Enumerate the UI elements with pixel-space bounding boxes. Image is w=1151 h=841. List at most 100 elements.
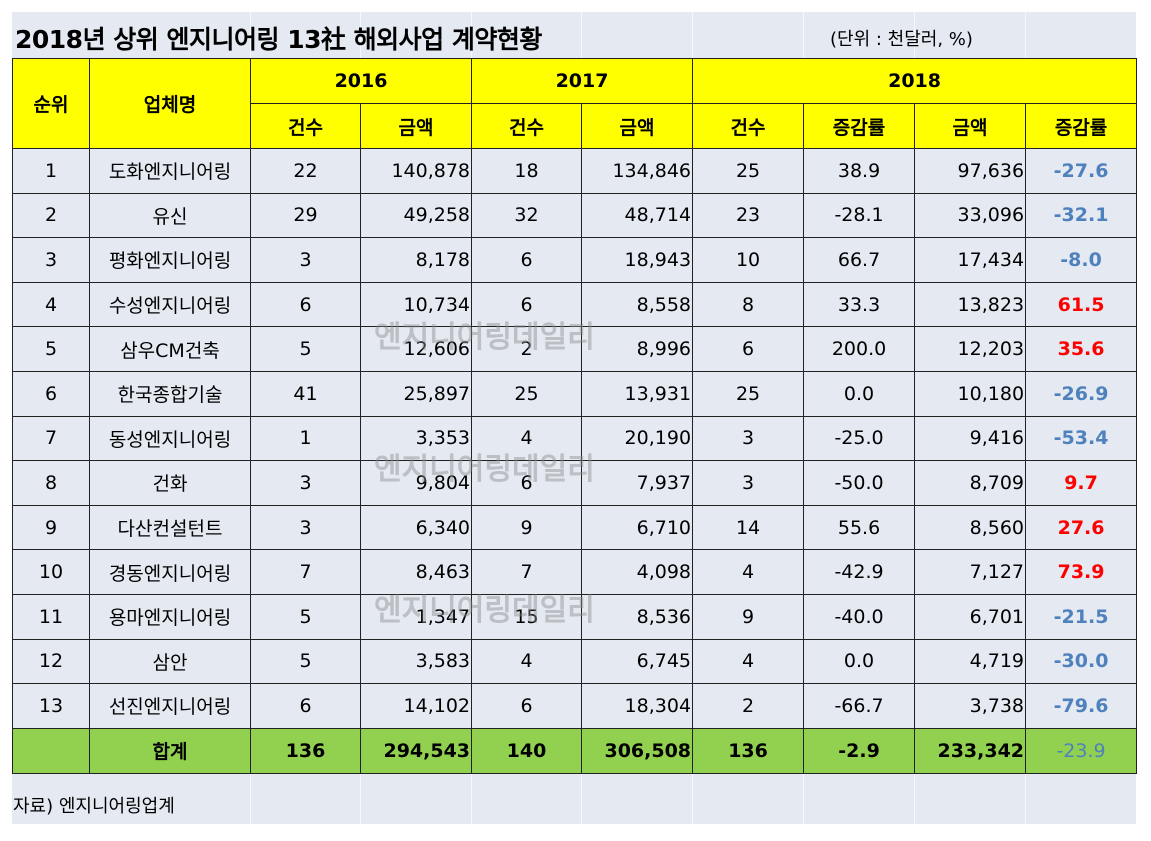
cell-amount-2018: 3,738 — [914, 683, 1027, 729]
cell-rank: 2 — [12, 192, 90, 239]
cell-rank: 9 — [12, 504, 90, 551]
cell-amount-2018: 6,701 — [914, 593, 1027, 640]
table-row: 5 삼우CM건축 5 12,606 2 8,996 6 200.0 12,203 35.6 — [12, 326, 1138, 372]
cell-amount-2018: 7,127 — [914, 549, 1027, 595]
cell-amount-change-2018: 27.6 — [1025, 504, 1138, 551]
cell-company: 건화 — [89, 460, 251, 506]
cell-amount-2017: 8,996 — [581, 326, 694, 372]
cell-total-amount-2016: 294,543 — [359, 727, 473, 774]
header-year-2016: 2016 — [249, 58, 473, 104]
cell-count-2017: 6 — [471, 237, 583, 283]
table-body: 1 도화엔지니어링 22 140,878 18 134,846 25 38.9 97,636 -2… — [12, 148, 1138, 774]
header-count-2018: 건수 — [692, 103, 805, 149]
cell-company: 유신 — [89, 192, 251, 239]
source-note: 자료) 엔지니어링업계 — [13, 796, 175, 817]
cell-count-2016: 6 — [250, 281, 361, 328]
page-title: 2018년 상위 엔지니어링 13社 해외사업 계약현황 — [15, 25, 542, 54]
cell-amount-2017: 8,536 — [581, 593, 694, 640]
cell-amount-change-2018: 73.9 — [1025, 549, 1138, 595]
cell-amount-2016: 49,258 — [359, 192, 473, 239]
cell-amount-change-2018: -79.6 — [1025, 683, 1138, 729]
cell-count-2018: 3 — [692, 415, 805, 462]
cell-rank: 8 — [12, 460, 90, 506]
cell-count-change-2018: -25.0 — [803, 415, 916, 462]
cell-count-2017: 32 — [471, 192, 583, 239]
cell-amount-2016: 8,463 — [359, 549, 473, 595]
cell-company: 삼우CM건축 — [89, 326, 251, 372]
table-row: 7 동성엔지니어링 1 3,353 4 20,190 3 -25.0 9,416 -53.4 — [12, 415, 1138, 462]
cell-amount-2016: 12,606 — [359, 326, 473, 372]
cell-count-2017: 25 — [471, 370, 583, 417]
cell-count-2018: 4 — [692, 549, 805, 595]
cell-amount-2016: 9,804 — [359, 460, 473, 506]
cell-company: 수성엔지니어링 — [89, 281, 251, 328]
header-count-change-2018: 증감률 — [803, 103, 916, 149]
cell-amount-2017: 6,710 — [581, 504, 694, 551]
cell-count-2017: 6 — [471, 281, 583, 328]
table-row: 6 한국종합기술 41 25,897 25 13,931 25 0.0 10,180 -26.9 — [12, 370, 1138, 417]
cell-count-2018: 8 — [692, 281, 805, 328]
cell-count-2016: 1 — [250, 415, 361, 462]
cell-count-change-2018: -40.0 — [803, 593, 916, 640]
cell-total-amount-2018: 233,342 — [914, 727, 1027, 774]
cell-count-change-2018: 200.0 — [803, 326, 916, 372]
cell-count-2018: 6 — [692, 326, 805, 372]
cell-count-change-2018: -42.9 — [803, 549, 916, 595]
cell-amount-2018: 4,719 — [914, 638, 1027, 685]
cell-count-2018: 25 — [692, 148, 805, 194]
cell-total-count-2018: 136 — [692, 727, 805, 774]
cell-rank: 5 — [12, 326, 90, 372]
cell-rank: 13 — [12, 683, 90, 729]
cell-count-2017: 2 — [471, 326, 583, 372]
table-row: 10 경동엔지니어링 7 8,463 7 4,098 4 -42.9 7,127 73.9 — [12, 549, 1138, 595]
cell-count-2017: 4 — [471, 415, 583, 462]
cell-rank: 1 — [12, 148, 90, 194]
cell-amount-2017: 48,714 — [581, 192, 694, 239]
cell-amount-2017: 4,098 — [581, 549, 694, 595]
cell-count-2017: 6 — [471, 460, 583, 506]
cell-rank: 7 — [12, 415, 90, 462]
cell-company: 용마엔지니어링 — [89, 593, 251, 640]
cell-amount-2016: 140,878 — [359, 148, 473, 194]
cell-total-amount-change-2018: -23.9 — [1025, 727, 1138, 774]
cell-rank: 4 — [12, 281, 90, 328]
cell-company: 한국종합기술 — [89, 370, 251, 417]
header-year-2017: 2017 — [471, 58, 694, 104]
cell-amount-2018: 13,823 — [914, 281, 1027, 328]
cell-amount-change-2018: 61.5 — [1025, 281, 1138, 328]
cell-rank: 11 — [12, 593, 90, 640]
cell-company: 삼안 — [89, 638, 251, 685]
cell-count-2018: 25 — [692, 370, 805, 417]
cell-amount-change-2018: 9.7 — [1025, 460, 1138, 506]
table-row: 11 용마엔지니어링 5 1,347 15 8,536 9 -40.0 6,701 -21.5 — [12, 593, 1138, 640]
cell-count-2016: 22 — [250, 148, 361, 194]
cell-count-2017: 18 — [471, 148, 583, 194]
cell-count-2018: 23 — [692, 192, 805, 239]
cell-amount-2017: 18,304 — [581, 683, 694, 729]
cell-amount-2016: 3,583 — [359, 638, 473, 685]
cell-company: 경동엔지니어링 — [89, 549, 251, 595]
header-company: 업체명 — [89, 58, 251, 149]
cell-company: 다산컨설턴트 — [89, 504, 251, 551]
cell-count-2017: 9 — [471, 504, 583, 551]
table-row: 2 유신 29 49,258 32 48,714 23 -28.1 33,096 -32.1 — [12, 192, 1138, 239]
cell-count-2016: 3 — [250, 504, 361, 551]
cell-count-2018: 4 — [692, 638, 805, 685]
cell-amount-2016: 6,340 — [359, 504, 473, 551]
cell-amount-2017: 134,846 — [581, 148, 694, 194]
table-row: 9 다산컨설턴트 3 6,340 9 6,710 14 55.6 8,560 27.6 — [12, 504, 1138, 551]
cell-count-2018: 3 — [692, 460, 805, 506]
cell-count-2018: 2 — [692, 683, 805, 729]
cell-rank: 12 — [12, 638, 90, 685]
cell-amount-change-2018: -27.6 — [1025, 148, 1138, 194]
cell-count-change-2018: -28.1 — [803, 192, 916, 239]
cell-count-change-2018: -50.0 — [803, 460, 916, 506]
cell-amount-2016: 10,734 — [359, 281, 473, 328]
cell-company: 도화엔지니어링 — [89, 148, 251, 194]
cell-count-2017: 4 — [471, 638, 583, 685]
cell-company: 동성엔지니어링 — [89, 415, 251, 462]
cell-amount-2018: 8,709 — [914, 460, 1027, 506]
table-row: 13 선진엔지니어링 6 14,102 6 18,304 2 -66.7 3,738 -79.6 — [12, 683, 1138, 729]
cell-amount-change-2018: -30.0 — [1025, 638, 1138, 685]
cell-total-count-2016: 136 — [250, 727, 361, 774]
